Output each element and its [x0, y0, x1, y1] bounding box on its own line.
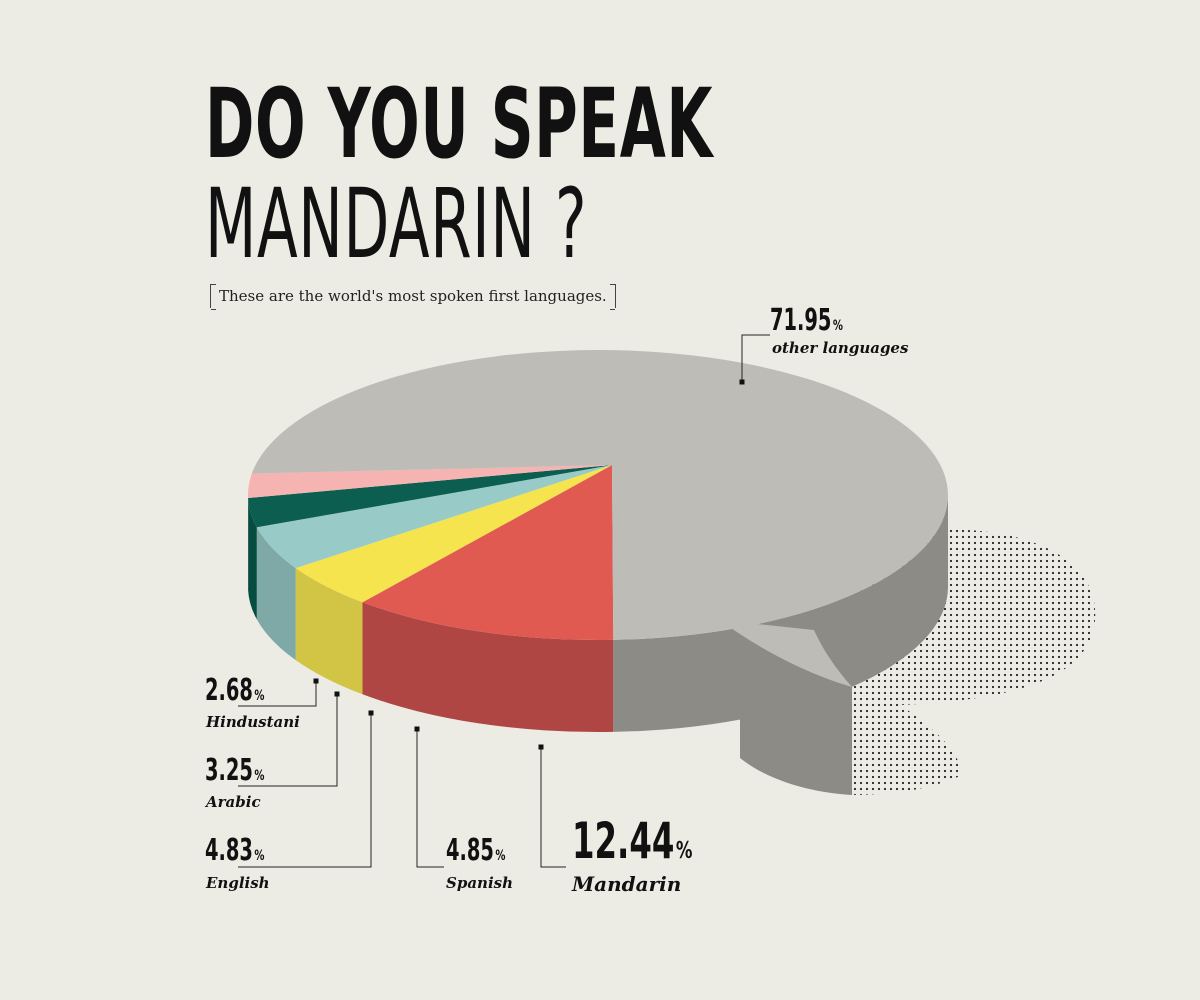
value-label-other-languages: 71.95%: [770, 304, 843, 338]
slice-side-other-languages: [613, 495, 949, 732]
slice-side-spanish: [295, 568, 363, 695]
leader-line-other-languages: [741, 334, 770, 382]
leader-line-english: [238, 713, 372, 868]
leader-marker-spanish: [414, 726, 420, 732]
leader-marker-hindustani: [313, 678, 319, 684]
leader-marker-other-languages: [739, 379, 745, 385]
slice-other-languages: [251, 350, 948, 640]
leader-marker-mandarin: [538, 744, 544, 750]
category-label-spanish: Spanish: [446, 874, 513, 892]
slice-arabic: [248, 465, 612, 528]
category-label-english: English: [205, 874, 270, 892]
slice-side-arabic: [248, 498, 257, 620]
slice-hindustani: [248, 465, 612, 498]
subtitle: These are the world's most spoken first …: [210, 284, 616, 310]
slice-side-english: [256, 527, 296, 661]
slice-side-mandarin: [362, 602, 614, 733]
category-label-hindustani: Hindustani: [205, 713, 300, 731]
slice-mandarin: [362, 465, 614, 641]
leader-marker-arabic: [334, 691, 340, 697]
category-label-mandarin: Mandarin: [571, 872, 681, 896]
value-label-spanish: 4.85%: [446, 834, 505, 868]
slice-english: [256, 465, 612, 569]
title-line-1: DO YOU SPEAK: [205, 68, 714, 180]
title-line-2: MANDARIN ?: [205, 168, 588, 280]
category-label-arabic: Arabic: [204, 793, 261, 811]
value-label-hindustani: 2.68%: [205, 674, 264, 708]
leader-line-arabic: [238, 694, 338, 787]
leader-line-hindustani: [238, 681, 317, 707]
slice-spanish: [295, 465, 612, 603]
value-label-arabic: 3.25%: [205, 754, 264, 788]
value-label-english: 4.83%: [205, 834, 264, 868]
category-label-other-languages: other languages: [772, 339, 909, 357]
leader-marker-english: [368, 710, 374, 716]
leader-line-mandarin: [540, 747, 566, 868]
leader-line-spanish: [416, 729, 444, 868]
value-label-mandarin: 12.44%: [572, 813, 692, 870]
bubble-tail-top: [720, 620, 852, 687]
